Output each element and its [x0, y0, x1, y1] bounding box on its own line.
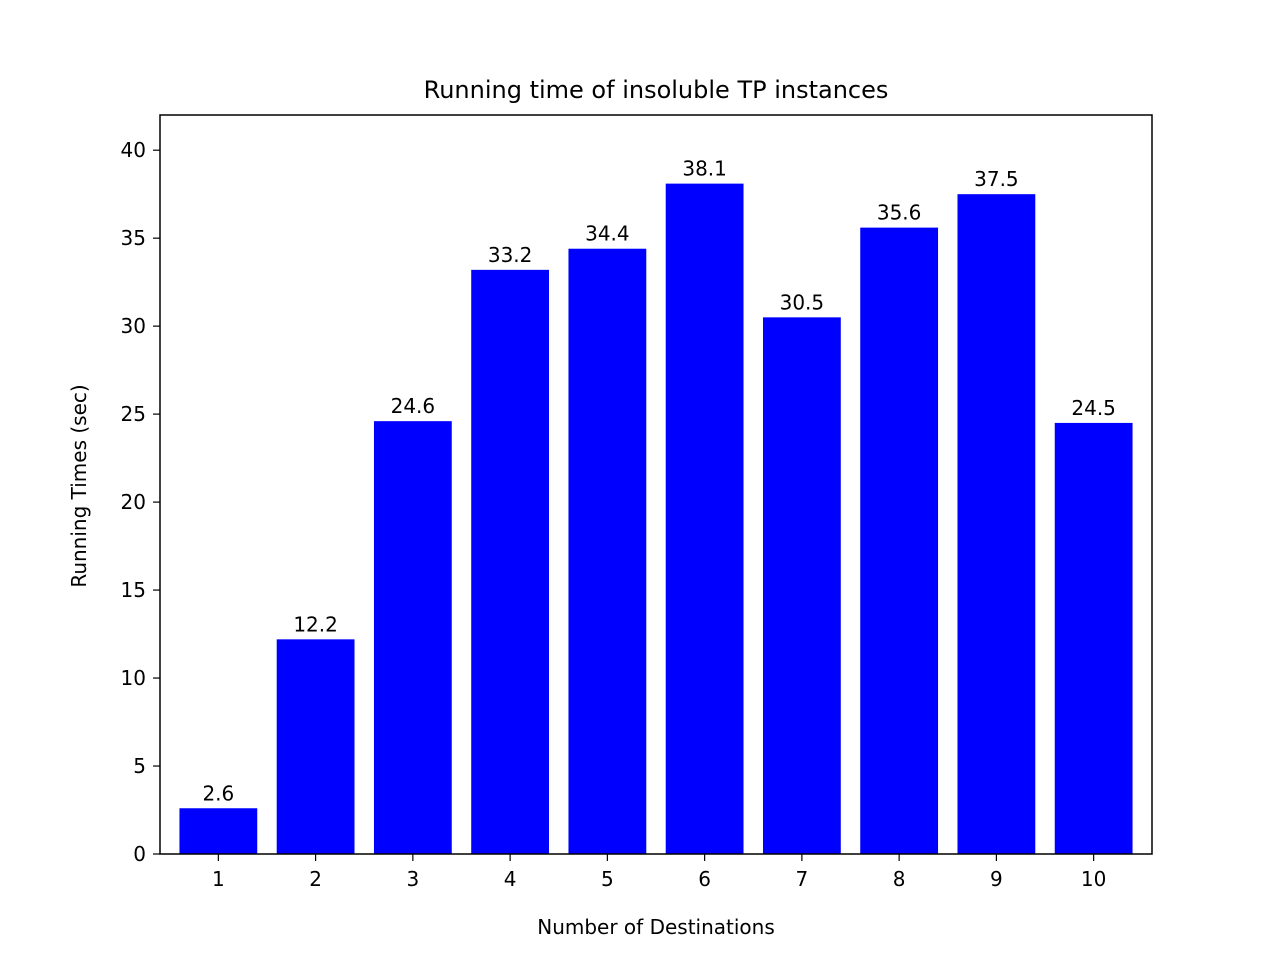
bar-6: [665, 183, 744, 854]
data-label-1: 2.6: [202, 781, 234, 805]
x-tick-label: 1: [212, 867, 225, 891]
bar-2: [276, 639, 355, 854]
plot-area-frame: [159, 114, 1153, 855]
data-label-3: 24.6: [391, 394, 436, 418]
data-label-7: 30.5: [780, 290, 825, 314]
data-label-2: 12.2: [293, 612, 338, 636]
data-label-8: 35.6: [877, 201, 922, 225]
x-tick-label: 5: [601, 867, 614, 891]
data-labels-group: 2.6 12.2 24.6 33.2 34.4 38.1 30.5 35.6 37.5 24.5: [202, 157, 1115, 806]
x-tick-label: 6: [698, 867, 711, 891]
y-tick-label: 35: [121, 226, 146, 250]
data-label-6: 38.1: [682, 157, 727, 181]
x-tick-label: 10: [1081, 867, 1106, 891]
y-axis: 0 5 10 15 20 25 30 35 40: [121, 138, 160, 866]
x-axis: 1 2 3 4 5 6 7 8 9 10: [212, 854, 1106, 891]
data-label-4: 33.2: [488, 243, 533, 267]
bar-7: [762, 317, 841, 855]
bar-5: [568, 248, 647, 854]
data-label-10: 24.5: [1071, 396, 1116, 420]
y-tick-label: 15: [121, 578, 146, 602]
bar-9: [957, 194, 1036, 854]
y-tick-label: 30: [121, 314, 146, 338]
bar-1: [179, 808, 258, 854]
y-tick-label: 0: [133, 842, 146, 866]
x-tick-label: 7: [796, 867, 809, 891]
y-tick-label: 40: [121, 138, 146, 162]
x-tick-label: 9: [990, 867, 1003, 891]
bar-8: [860, 227, 939, 855]
data-label-9: 37.5: [974, 167, 1019, 191]
chart-title: Running time of insoluble TP instances: [424, 76, 889, 104]
bar-10: [1054, 422, 1133, 854]
y-tick-label: 5: [133, 754, 146, 778]
bar-3: [373, 421, 452, 854]
y-tick-label: 10: [121, 666, 146, 690]
x-tick-label: 8: [893, 867, 906, 891]
x-axis-label: Number of Destinations: [537, 915, 775, 939]
x-tick-label: 4: [504, 867, 517, 891]
x-tick-label: 3: [406, 867, 419, 891]
bar-4: [471, 269, 550, 854]
bars-group: [179, 183, 1133, 855]
data-label-5: 34.4: [585, 222, 630, 246]
y-tick-label: 20: [121, 490, 146, 514]
x-tick-label: 2: [309, 867, 322, 891]
y-tick-label: 25: [121, 402, 146, 426]
y-axis-label: Running Times (sec): [67, 384, 91, 587]
